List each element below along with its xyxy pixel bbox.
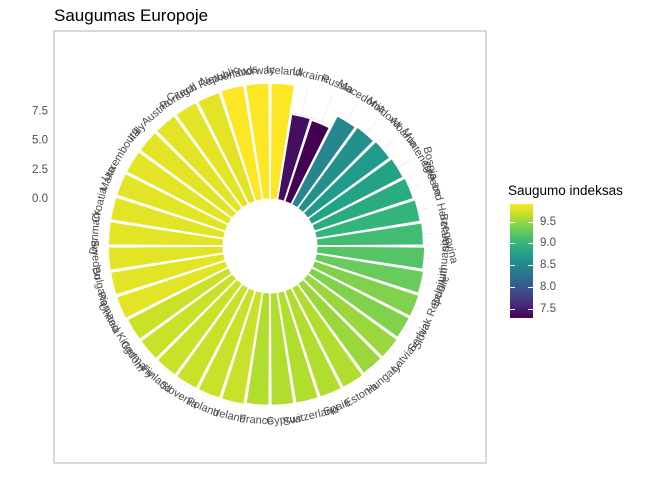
bar-ukraine <box>276 113 312 203</box>
bar-netherlands <box>219 84 264 203</box>
legend-tick-mark <box>528 243 533 245</box>
category-label: Norway <box>237 64 276 79</box>
bar-albania <box>302 140 391 220</box>
bar-macedonia <box>290 115 357 209</box>
radial-gridline <box>134 110 406 382</box>
bar-sweden <box>107 245 225 271</box>
bar-ireland <box>220 289 264 406</box>
legend-tick-mark <box>528 287 533 289</box>
bar-bosnia-and-herzegovina <box>313 199 421 240</box>
bar-romania <box>115 260 229 320</box>
bar-belarus <box>315 222 425 247</box>
radial-tick-label: 2.5 <box>32 164 48 176</box>
category-label: Sweden <box>88 239 103 280</box>
grid-layer <box>106 82 434 410</box>
bar-slovenia <box>175 283 250 390</box>
legend-tick-mark <box>528 309 533 311</box>
bar-austria <box>155 114 244 214</box>
radial-tick-label: 0.0 <box>32 193 48 205</box>
legend-tick-label: 8.0 <box>540 281 556 294</box>
bar-estonia <box>290 283 364 389</box>
legend-tick-mark <box>510 243 515 245</box>
legend-tick-mark <box>510 309 515 311</box>
bar-montenegro <box>307 157 404 226</box>
color-legend: Saugumo indeksas 7.5 8.0 8.5 9.0 9.5 <box>508 183 668 324</box>
category-label: France <box>239 413 274 428</box>
bar-serbia <box>307 266 411 339</box>
legend-title: Saugumo indeksas <box>508 183 623 198</box>
bar-united-kingdom <box>126 266 233 341</box>
bar-luxembourg <box>125 150 233 226</box>
legend-colorbar <box>510 204 533 318</box>
legend-tick-mark <box>510 221 515 223</box>
bars-layer <box>107 82 426 406</box>
chart-title: Saugumas Europoje <box>54 6 209 25</box>
radial-ticks: 0.0 2.5 5.0 7.5 <box>32 105 48 205</box>
bar-finland <box>156 278 244 377</box>
category-label: Lithuania <box>437 236 453 282</box>
bar-lithuania <box>315 245 426 270</box>
legend-tick-label: 9.5 <box>540 215 556 228</box>
radial-gridline <box>164 140 376 352</box>
bar-france <box>245 291 271 406</box>
bar-malta <box>115 172 229 232</box>
bar-poland <box>197 287 256 400</box>
legend-tick-label: 8.5 <box>540 259 556 272</box>
bar-switzerland <box>276 289 320 404</box>
legend-tick-mark <box>528 221 533 223</box>
legend-tick-mark <box>510 287 515 289</box>
legend-colorbar-wrap: 7.5 8.0 8.5 9.0 9.5 <box>508 204 668 324</box>
bar-portugal <box>174 101 250 209</box>
category-label: Belarus <box>437 213 452 252</box>
bar-moldova <box>296 126 375 214</box>
bar-hungary <box>296 278 382 375</box>
category-label: Iceland <box>266 64 302 79</box>
bar-italy <box>138 131 238 220</box>
legend-tick-label: 7.5 <box>540 303 556 316</box>
bar-slovak-republic <box>311 260 420 318</box>
bar-cyprus <box>269 291 295 406</box>
bar-russia <box>284 119 331 205</box>
bar-iceland <box>269 82 296 201</box>
category-label: Denmark <box>88 209 104 255</box>
radial-tick-label: 5.0 <box>32 135 48 147</box>
bar-greece <box>311 177 415 232</box>
legend-tick-mark <box>510 265 515 267</box>
bar-croatia <box>109 196 227 240</box>
legend-tick-label: 9.0 <box>540 237 556 250</box>
bar-bulgaria <box>109 252 227 296</box>
bar-czech-republic <box>196 91 256 205</box>
bar-latvia <box>302 272 399 358</box>
legend-tick-mark <box>528 265 533 267</box>
bar-germany <box>139 272 238 360</box>
plot-panel-border <box>53 30 487 464</box>
bar-belgium <box>313 252 425 294</box>
bar-spain <box>284 287 343 398</box>
bar-denmark <box>107 221 225 247</box>
category-label: Cyprus <box>266 413 302 428</box>
radial-tick-label: 7.5 <box>32 105 48 117</box>
bar-norway <box>244 82 271 201</box>
